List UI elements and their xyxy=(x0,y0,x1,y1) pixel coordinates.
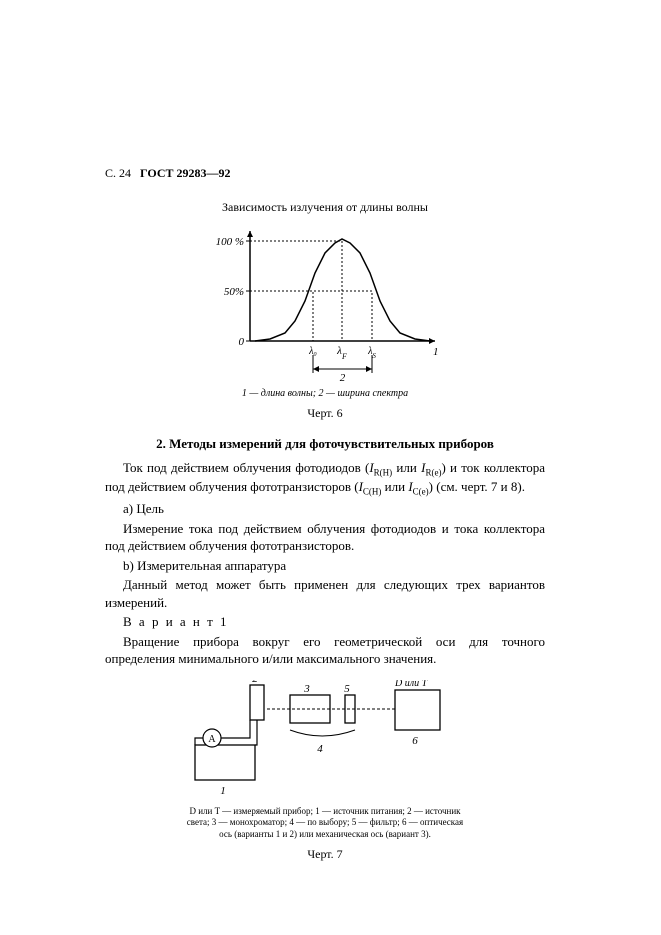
svg-text:3: 3 xyxy=(303,683,310,695)
fig7-diagram: 1 2 3 5 6 A 4 D или T xyxy=(175,680,475,800)
fig6-title: Зависимость излучения от длины волны xyxy=(105,199,545,215)
document-id: ГОСТ 29283—92 xyxy=(140,166,231,180)
svg-text:4: 4 xyxy=(317,743,323,755)
svg-text:D или T: D или T xyxy=(394,680,429,689)
fig6-chart: 100 %50%0λ₀λFλS12 xyxy=(200,221,450,383)
fig7-caption: D или T — измеряемый прибор; 1 — источни… xyxy=(185,806,465,840)
variant-1-label: В а р и а н т 1 xyxy=(105,613,545,631)
svg-text:A: A xyxy=(208,734,216,745)
svg-text:100 %: 100 % xyxy=(216,236,244,248)
svg-text:0: 0 xyxy=(239,336,245,348)
subsection-a-label: a) Цель xyxy=(105,500,545,518)
subsection-b-label: b) Измерительная аппаратура xyxy=(105,557,545,575)
page: С. 24 ГОСТ 29283—92 Зависимость излучени… xyxy=(105,165,545,876)
fig6-caption-text: 1 — длина волны; 2 — ширина спектра xyxy=(242,388,408,399)
fig6-caption: 1 — длина волны; 2 — ширина спектра xyxy=(105,387,545,401)
svg-text:2: 2 xyxy=(340,372,346,383)
svg-text:50%: 50% xyxy=(224,286,244,298)
svg-text:1: 1 xyxy=(220,785,226,797)
section-2-intro: Ток под действием облучения фотодиодов (… xyxy=(105,459,545,498)
page-number: С. 24 xyxy=(105,166,131,180)
fig6-label: Черт. 6 xyxy=(105,405,545,421)
subsection-a-text: Измерение тока под действием облучения ф… xyxy=(105,520,545,555)
svg-text:1: 1 xyxy=(433,346,439,358)
svg-text:6: 6 xyxy=(412,735,418,747)
svg-text:λF: λF xyxy=(336,345,347,361)
page-header: С. 24 ГОСТ 29283—92 xyxy=(105,165,545,181)
subsection-b-text: Данный метод может быть применен для сле… xyxy=(105,576,545,611)
svg-text:2: 2 xyxy=(252,680,258,685)
variant-1-text: Вращение прибора вокруг его геометрическ… xyxy=(105,633,545,668)
section-2-title: 2. Методы измерений для фоточувствительн… xyxy=(105,435,545,453)
fig7-label: Черт. 7 xyxy=(105,846,545,862)
svg-text:5: 5 xyxy=(344,683,350,695)
